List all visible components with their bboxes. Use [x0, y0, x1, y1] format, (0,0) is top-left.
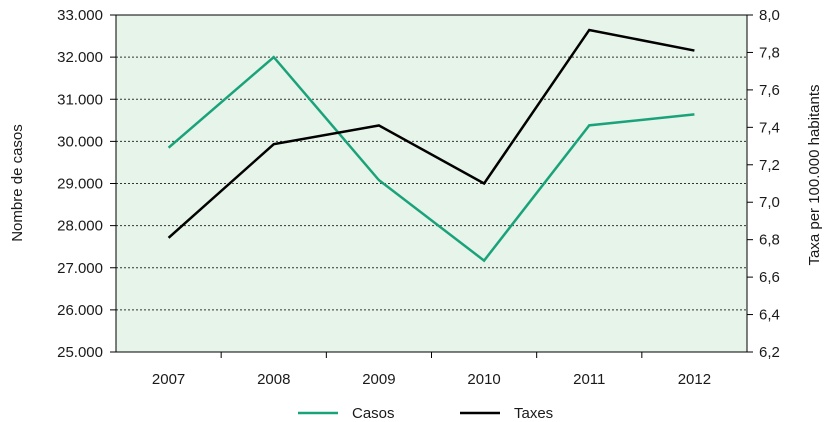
series-line-taxes: [167, 28, 695, 239]
y2-tick-label: 7,0: [759, 194, 780, 211]
y-tick-label: 31.000: [57, 91, 103, 108]
y-tick-label: 29.000: [57, 176, 103, 193]
x-tick-label: 2010: [467, 371, 500, 388]
y-tick-label: 26.000: [57, 302, 103, 319]
y2-tick-label: 7,6: [759, 82, 780, 99]
x-tick-label: 2012: [678, 371, 711, 388]
y2-tick-label: 8,0: [759, 7, 780, 24]
x-tick-label: 2007: [152, 371, 185, 388]
y2-tick-label: 6,6: [759, 269, 780, 286]
y-tick-label: 33.000: [57, 7, 103, 24]
y-tick-label: 25.000: [57, 344, 103, 361]
x-tick-label: 2008: [257, 371, 290, 388]
y2-tick-label: 7,4: [759, 119, 780, 136]
x-tick-label: 2009: [362, 371, 395, 388]
x-axis-tick-labels: 2007 2008 2009 2010 2011 2012: [152, 371, 711, 388]
x-tick-label: 2011: [573, 371, 605, 388]
y-tick-label: 28.000: [57, 218, 103, 235]
gridlines: [116, 56, 747, 311]
legend-label-casos: Casos: [352, 405, 395, 422]
y2-tick-label: 6,8: [759, 232, 780, 249]
y2-tick-label: 7,2: [759, 157, 780, 174]
right-axis-tick-labels: 6,2 6,4 6,6 6,8 7,0 7,2 7,4 7,6 7,8 8,0: [759, 7, 780, 361]
y2-tick-label: 6,4: [759, 307, 780, 324]
legend: Casos Taxes: [298, 405, 553, 422]
legend-label-taxes: Taxes: [514, 405, 553, 422]
y-axis-title: Nombre de casos: [9, 124, 26, 242]
series-lines: [167, 28, 695, 263]
axes: [110, 14, 753, 358]
left-axis-tick-labels: 25.000 26.000 27.000 28.000 29.000 30.000 31.0…: [57, 7, 103, 361]
y-tick-label: 30.000: [57, 133, 103, 150]
y-tick-label: 27.000: [57, 260, 103, 277]
series-line-casos: [167, 55, 695, 263]
y2-tick-label: 7,8: [759, 44, 780, 61]
y-tick-label: 32.000: [57, 49, 103, 66]
y2-tick-label: 6,2: [759, 344, 780, 361]
y2-axis-title: Taxa per 100.000 habitants: [806, 85, 823, 266]
